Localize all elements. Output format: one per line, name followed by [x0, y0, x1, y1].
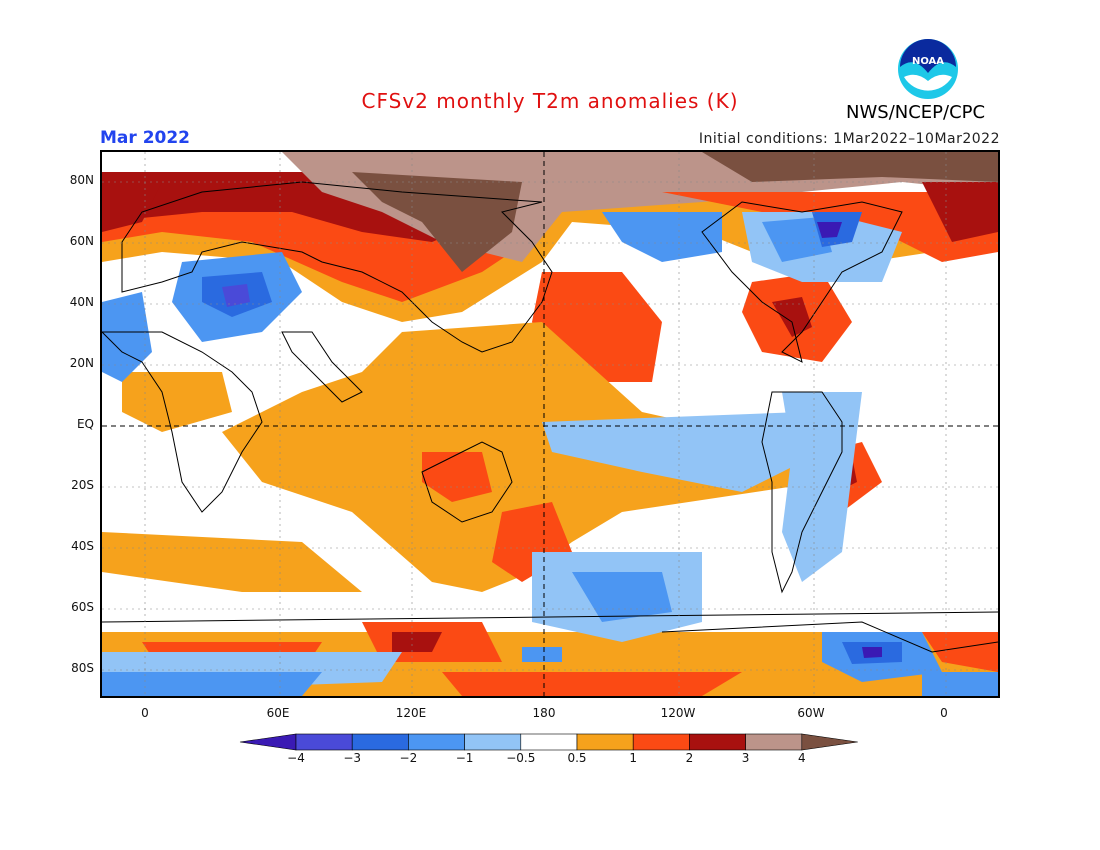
colorbar-tick-label: 2 [685, 751, 694, 765]
colorbar-tick-label: −1 [455, 751, 474, 765]
cool-anomaly-regions [102, 212, 998, 696]
colorbar-swatch [351, 733, 409, 751]
colorbar-swatch [745, 733, 803, 751]
lon-label: 120W [660, 706, 696, 720]
forecast-month: Mar 2022 [100, 128, 191, 148]
colorbar-tick-label: 3 [741, 751, 750, 765]
lat-label: 20N [69, 356, 94, 370]
lat-label: EQ [76, 417, 94, 431]
lat-label: 80N [69, 173, 94, 187]
anomaly-map [100, 150, 1000, 698]
colorbar [239, 733, 858, 751]
chart-title: CFSv2 monthly T2m anomalies (K) [361, 89, 739, 113]
logo-text: NOAA [912, 56, 944, 67]
lon-label: 180 [532, 706, 556, 720]
lon-label: 0 [141, 706, 149, 720]
lon-label: 0 [940, 706, 948, 720]
map-svg [102, 152, 998, 696]
noaa-logo: NOAA [896, 37, 960, 105]
colorbar-swatch [520, 733, 578, 751]
colorbar-swatch [408, 733, 465, 751]
colorbar-tick-label: −2 [399, 751, 418, 765]
colorbar-swatches [239, 733, 858, 751]
colorbar-swatch [295, 733, 353, 751]
lat-label: 60N [69, 234, 94, 248]
colorbar-swatch [464, 733, 522, 751]
lat-label: 60S [71, 600, 94, 614]
lat-label: 80S [71, 661, 94, 675]
initial-conditions: Initial conditions: 1Mar2022–10Mar2022 [698, 131, 1000, 147]
lon-label: 120E [395, 706, 427, 720]
colorbar-tick-label: 0.5 [567, 751, 587, 765]
colorbar-swatch [576, 733, 634, 751]
colorbar-tick-label: −3 [343, 751, 362, 765]
lat-label: 20S [71, 478, 94, 492]
lon-label: 60E [266, 706, 290, 720]
agency-label: NWS/NCEP/CPC [846, 102, 986, 123]
coastlines [102, 181, 998, 653]
colorbar-swatch [239, 733, 297, 751]
colorbar-tick-label: −0.5 [506, 751, 536, 765]
colorbar-swatch [801, 733, 858, 751]
lon-label: 60W [797, 706, 825, 720]
colorbar-swatch [689, 733, 746, 751]
colorbar-tick-label: 1 [629, 751, 637, 765]
lat-label: 40S [71, 539, 94, 553]
lat-label: 40N [69, 295, 94, 309]
colorbar-tick-label: 4 [797, 751, 806, 765]
graticule [102, 152, 998, 696]
colorbar-swatch [632, 733, 690, 751]
colorbar-tick-label: −4 [287, 751, 305, 765]
